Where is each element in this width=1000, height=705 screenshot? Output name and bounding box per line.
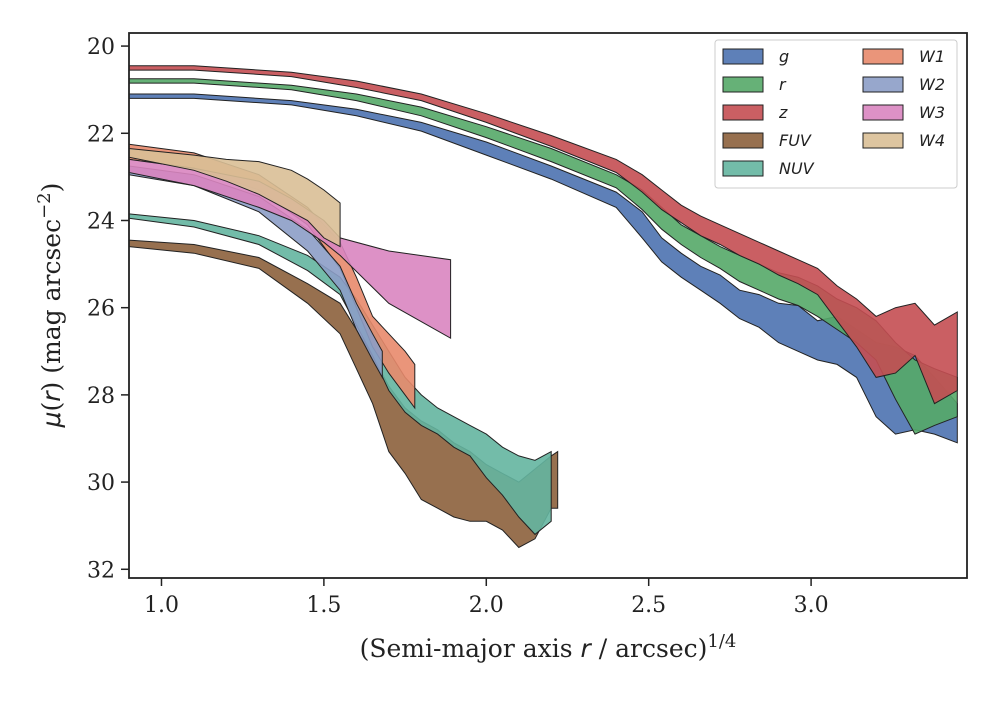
legend-label-w1: W1 — [919, 47, 945, 66]
x-tick-label: 1.0 — [144, 593, 179, 618]
x-axis: 1.0 1.5 2.0 2.5 3.0 — [144, 578, 829, 618]
legend-label-r: r — [779, 75, 787, 94]
legend-label-z: z — [778, 103, 788, 122]
legend-label-g: g — [779, 47, 789, 66]
y-tick-label: 24 — [87, 209, 115, 234]
y-tick-label: 32 — [87, 558, 115, 583]
legend-label-w2: W2 — [919, 75, 945, 94]
legend-label-nuv: NUV — [779, 159, 815, 178]
y-axis: 20 22 24 26 28 30 32 — [87, 35, 129, 583]
legend-label-w4: W4 — [919, 131, 945, 150]
y-tick-label: 28 — [87, 384, 115, 409]
x-tick-label: 3.0 — [794, 593, 829, 618]
legend-swatch-g — [722, 48, 764, 65]
legend-swatch-fuv — [722, 132, 764, 149]
y-axis-label: μ(r) (mag arcsec−2) — [34, 183, 66, 429]
legend: grz FUV NUV W1 W2 W3 W4 — [714, 39, 958, 189]
band-z — [129, 65, 958, 405]
x-tick-label: 1.5 — [306, 593, 341, 618]
band-w4 — [129, 147, 341, 248]
legend-swatch-nuv — [722, 160, 764, 177]
legend-label-w3: W3 — [919, 103, 945, 122]
x-tick-label: 2.5 — [631, 593, 666, 618]
x-tick-label: 2.0 — [469, 593, 504, 618]
band-g — [129, 93, 958, 444]
legend-swatch-w2 — [862, 76, 904, 93]
x-axis-label: (Semi-major axis r / arcsec)1/4 — [360, 631, 737, 663]
legend-swatch-r — [722, 76, 764, 93]
y-tick-label: 30 — [87, 471, 115, 496]
legend-label-fuv: FUV — [779, 131, 812, 150]
plot-frame — [128, 32, 968, 579]
legend-swatch-w4 — [862, 132, 904, 149]
y-tick-label: 26 — [87, 297, 115, 322]
legend-swatch-w1 — [862, 48, 904, 65]
y-tick-label: 20 — [87, 35, 115, 60]
series-layer — [129, 65, 958, 549]
legend-swatch-z — [722, 104, 764, 121]
y-tick-label: 22 — [87, 122, 115, 147]
legend-swatch-w3 — [862, 104, 904, 121]
